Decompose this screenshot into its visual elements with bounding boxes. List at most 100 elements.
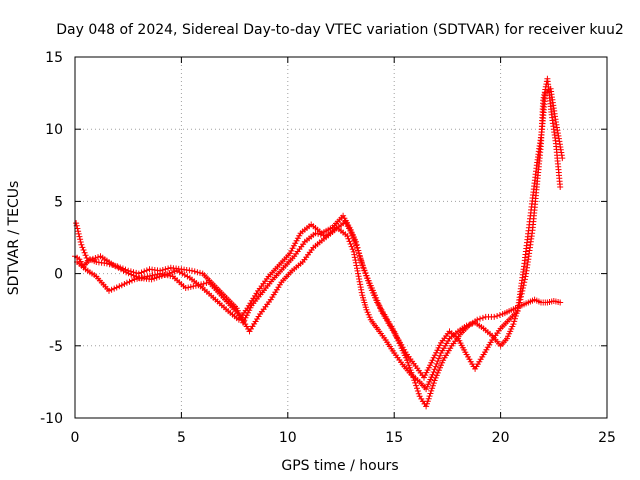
data-point: [474, 316, 481, 323]
series-line: [76, 220, 561, 408]
data-point: [434, 358, 441, 365]
data-point: [356, 253, 363, 260]
data-point: [494, 313, 501, 319]
data-point: [479, 314, 486, 321]
data-point: [349, 246, 356, 253]
data-point: [77, 239, 84, 245]
data-point: [354, 244, 361, 251]
y-tick-label: 0: [54, 267, 63, 283]
y-tick-label: 15: [45, 50, 63, 66]
data-point: [364, 309, 371, 316]
data-point: [189, 267, 195, 274]
data-point: [358, 289, 365, 296]
data-point: [364, 275, 371, 282]
data-point: [163, 271, 170, 278]
data-point: [377, 305, 384, 312]
data-point: [373, 294, 380, 301]
data-point: [437, 352, 443, 359]
data-point: [431, 377, 438, 384]
data-point: [203, 280, 210, 286]
data-point: [410, 374, 417, 381]
data-point: [429, 382, 436, 389]
data-point: [424, 400, 430, 407]
data-point: [414, 385, 420, 392]
data-point: [118, 282, 125, 289]
series-1: [74, 218, 564, 410]
x-axis-title: GPS time / hours: [281, 458, 398, 474]
data-point: [432, 363, 439, 370]
data-point: [355, 270, 361, 277]
y-axis-title: SDTVAR / TECUs: [6, 181, 22, 296]
data-point: [363, 272, 370, 279]
data-point: [353, 262, 360, 269]
data-point: [80, 247, 87, 253]
data-point: [125, 270, 132, 277]
data-point: [414, 388, 421, 394]
data-point: [87, 256, 94, 263]
data-point: [477, 315, 483, 322]
data-point: [439, 359, 446, 366]
x-tick-label: 0: [71, 430, 80, 446]
x-tick-label: 5: [177, 430, 186, 446]
data-point: [429, 385, 436, 392]
series-2: [73, 85, 566, 381]
data-point: [362, 269, 369, 276]
data-point: [411, 377, 418, 384]
data-point: [347, 241, 354, 247]
data-point: [75, 228, 82, 235]
data-point: [143, 267, 150, 274]
chart-title: Day 048 of 2024, Sidereal Day-to-day VTE…: [56, 22, 624, 38]
data-point: [130, 272, 137, 279]
data-point: [83, 255, 90, 261]
data-point: [358, 259, 365, 265]
data-point: [353, 241, 360, 248]
data-point: [288, 247, 295, 254]
data-point: [425, 395, 432, 402]
data-point: [426, 393, 433, 400]
data-point: [73, 220, 80, 227]
data-point: [360, 264, 367, 271]
data-point: [81, 249, 88, 256]
data-point: [167, 272, 174, 279]
data-point: [312, 230, 319, 237]
data-point: [352, 238, 359, 245]
data-point: [153, 274, 160, 281]
data-point: [429, 371, 436, 378]
data-point: [129, 277, 135, 284]
data-point: [185, 284, 192, 291]
data-point: [434, 369, 441, 376]
data-point: [176, 269, 183, 276]
data-point: [138, 269, 145, 276]
data-point: [559, 155, 566, 162]
plot-area: [72, 75, 566, 410]
data-point: [557, 183, 564, 190]
axes-ticks: 0 5 10 15 20 25 -10 -5 0 5 10 15: [40, 50, 616, 446]
data-point: [433, 360, 440, 367]
data-point: [190, 283, 197, 290]
data-point: [375, 300, 382, 307]
x-tick-label: 20: [492, 430, 510, 446]
data-point: [92, 255, 99, 261]
data-point: [292, 240, 299, 247]
data-point: [372, 292, 378, 299]
x-tick-label: 15: [385, 430, 403, 446]
data-point: [430, 380, 437, 387]
y-tick-label: 5: [54, 194, 63, 210]
data-point: [79, 244, 86, 251]
data-point: [430, 369, 437, 375]
grid: [75, 57, 607, 418]
data-point: [197, 269, 203, 276]
data-point: [355, 247, 362, 254]
data-point: [351, 254, 358, 261]
data-point: [344, 233, 351, 240]
data-point: [558, 152, 565, 159]
data-point: [356, 250, 363, 257]
data-point: [510, 321, 517, 328]
data-point: [356, 278, 363, 285]
data-point: [106, 287, 112, 294]
data-point: [415, 390, 422, 397]
data-point: [491, 313, 498, 320]
data-point: [76, 233, 83, 240]
data-point: [435, 355, 442, 362]
